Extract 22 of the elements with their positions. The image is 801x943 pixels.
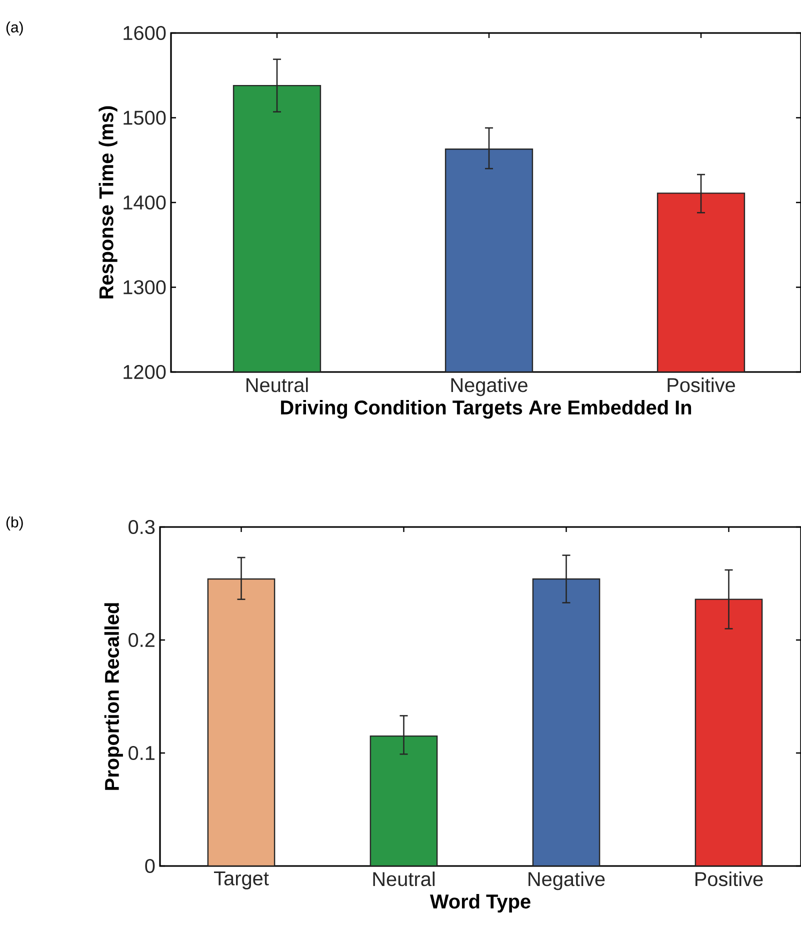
x-tick-label: Target (214, 872, 269, 890)
y-tick-label: 0.2 (128, 632, 154, 648)
x-tick-label: Neutral (373, 872, 435, 886)
y-tick-label: 0.3 (128, 520, 155, 534)
text: (b) (6, 516, 23, 530)
y-tick-label: 1600 (124, 26, 166, 40)
x-tick-label: Negative (451, 378, 528, 396)
y-tick-label: 0 (145, 858, 155, 874)
x-axis-title: Driving Condition Targets Are Embedded In (281, 400, 692, 419)
y-tick-label: 1300 (124, 280, 166, 294)
y-tick-label: 0.1 (128, 746, 155, 760)
y-axis-title: Response Time (ms) (98, 106, 118, 298)
x-tick-label: Negative (528, 872, 605, 890)
text: (a) (6, 22, 23, 36)
x-tick-label: Positive (696, 872, 763, 886)
x-tick-label: Neutral (246, 378, 308, 392)
y-tick-label: 1400 (124, 195, 166, 210)
y-tick-label: 1200 (124, 364, 166, 380)
y-axis-title: Proportion Recalled (104, 603, 123, 790)
y-tick-label: 1500 (124, 110, 166, 125)
x-tick-label: Positive (668, 378, 735, 392)
x-axis-title: Word Type (430, 894, 530, 913)
